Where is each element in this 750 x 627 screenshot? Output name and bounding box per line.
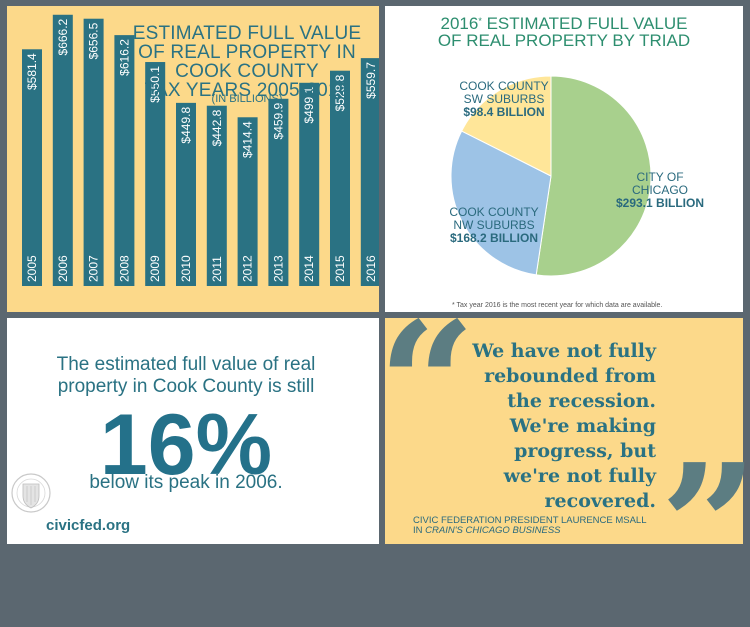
quote-panel [385,318,743,544]
bar-year-label: 2009 [148,255,162,282]
bar-year-label: 2006 [56,255,70,282]
bar [268,98,289,286]
bar [176,102,196,286]
civic-federation-seal-icon [11,473,51,513]
bar-value-label: $581.4 [25,53,39,90]
bar-chart-title-line: OF REAL PROPERTY IN [138,42,356,63]
bar-year-label: 2013 [271,255,285,282]
bar-value-label: $414.4 [241,121,255,158]
attribution-source: CRAIN'S CHICAGO BUSINESS [425,525,561,536]
bar [83,18,104,286]
attribution-line: CIVIC FEDERATION PRESIDENT LAURENCE MSAL… [413,515,647,526]
open-quote-icon: “ [378,285,476,485]
pie-footnote: * Tax year 2016 is the most recent year … [452,302,663,309]
quote-line: recovered. [544,490,656,512]
bar-value-label: $656.5 [87,22,101,59]
pie-label-value: $98.4 BILLION [463,105,545,119]
pie-label-line: NW SUBURBS [453,218,535,232]
bar-chart-panel: 2005 $581.4 2006 $666.2 2007 $656.5 2008 $616.2… [7,6,379,312]
quote-line: We have not fully [472,340,656,362]
bar-year-label: 2007 [87,255,101,282]
pie-label-line: SW SUBURBS [463,92,545,106]
bar-value-label: $449.8 [179,107,193,144]
pie-chart [450,75,652,277]
bar-value-label: $442.8 [210,109,224,146]
bar-year-label: 2012 [241,255,255,282]
bar-value-label: $666.2 [56,18,70,55]
pie-title-asterisk: * [478,16,482,26]
quote-line: progress, but [514,440,656,462]
close-quote-icon: ” [660,427,750,627]
bar-chart-title: ESTIMATED FULL VALUE OF REAL PROPERTY IN… [117,24,377,100]
quote-line: the recession. [507,390,656,412]
bar-value-label: $559.7 [364,62,378,99]
bar-year-label: 2015 [333,255,347,282]
stat-text-line: property in Cook County is still [57,376,315,397]
bar [360,58,379,286]
bar-chart-title-line: ESTIMATED FULL VALUE [132,23,362,44]
pie-label-nw-suburbs: COOK COUNTY NW SUBURBS $168.2 BILLION [438,206,550,245]
bar-year-label: 2014 [302,255,316,282]
pie-slice [450,130,552,276]
quote-line: We're making [509,415,656,437]
bar-value-label: $550.1 [148,66,162,103]
pie-label-line: CITY OF [636,170,684,184]
pie-title-rest: ESTIMATED FULL VALUE [481,14,688,33]
pie-label-chicago: CITY OF CHICAGO $293.1 BILLION [590,171,730,210]
bar-year-label: 2011 [210,256,224,282]
stat-text-line: below its peak in 2006. [89,472,283,493]
quote-attribution: CIVIC FEDERATION PRESIDENT LAURENCE MSAL… [413,516,647,536]
attribution-line: IN CRAIN'S CHICAGO BUSINESS [413,526,647,536]
quote-line: we're not fully [503,465,656,487]
pie-label-sw-suburbs: COOK COUNTY SW SUBURBS $98.4 BILLION [449,80,559,119]
pie-label-value: $168.2 BILLION [449,231,539,245]
pie-slice [460,75,552,177]
bar-chart-title-line: COOK COUNTY [175,61,319,82]
pie-label-line: CHICAGO [631,183,688,197]
stat-text-line: The estimated full value of real [56,354,316,375]
bar [52,14,73,287]
pie-slice [535,75,652,277]
bar [114,35,135,286]
bar-chart: 2005 $581.4 2006 $666.2 2007 $656.5 2008 $616.2… [22,14,379,287]
pie-label-line: COOK COUNTY [449,205,539,219]
attribution-prefix: IN [413,525,426,536]
pie-label-line: COOK COUNTY [459,79,549,93]
bar-chart-title-line: TAX YEARS 2005-2016 [144,80,350,101]
bar-year-label: 2005 [25,255,39,282]
bar-year-label: 2008 [117,255,131,282]
stat-percentage: 16% [99,397,273,493]
bar-year-label: 2016 [364,255,378,282]
bar [237,117,258,286]
bar-year-label: 2010 [179,255,193,282]
pie-chart-title: 2016* ESTIMATED FULL VALUE OF REAL PROPE… [385,15,743,49]
bar-chart-subtitle: (IN BILLIONS) [211,93,283,105]
pie-title-year: 2016 [440,14,479,33]
logo-url[interactable]: civicfed.org [46,517,131,534]
bar-value-label: $499.1 [302,86,316,123]
bar [22,49,42,287]
stat-panel [7,318,379,544]
bar [299,82,320,286]
quote-line: rebounded from [484,365,656,387]
pie-title-line2: OF REAL PROPERTY BY TRIAD [437,31,691,50]
pie-label-value: $293.1 BILLION [615,196,705,210]
quote-text: We have not fully rebounded from the rec… [470,339,656,514]
bar [206,105,227,287]
bar [145,62,166,286]
pie-chart-panel: 2016* ESTIMATED FULL VALUE OF REAL PROPE… [385,6,743,312]
bar-value-label: $459.9 [271,102,285,139]
bar-value-label: $616.2 [117,39,131,76]
bar [330,70,350,287]
bar-value-label: $528.8 [333,74,347,111]
